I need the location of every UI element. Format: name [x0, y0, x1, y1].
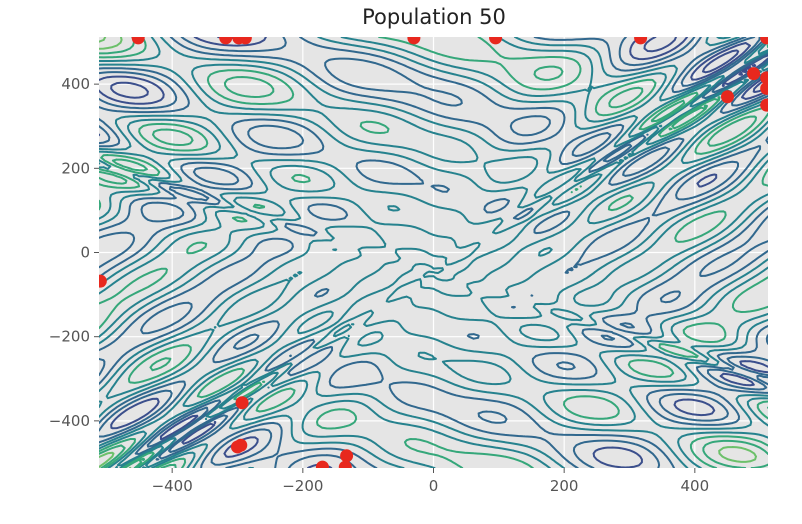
chart-title: Population 50: [362, 5, 506, 29]
contour-lines: [99, 37, 768, 468]
population-point: [315, 460, 329, 468]
y-tick-label: −200: [49, 328, 90, 346]
contour-level: [99, 37, 768, 468]
population-point: [338, 460, 352, 468]
y-tick-label: 0: [80, 244, 90, 262]
x-tick-label: −400: [152, 477, 193, 495]
population-point: [231, 440, 245, 454]
x-tick-label: 200: [550, 477, 579, 495]
contour-level: [99, 37, 768, 468]
population-point: [407, 37, 421, 45]
x-tick-label: 400: [681, 477, 710, 495]
population-point: [99, 274, 107, 288]
contour-level: [99, 37, 768, 468]
contour-level: [99, 37, 768, 468]
contour-level: [99, 37, 757, 468]
population-point: [340, 449, 354, 463]
x-axis-ticks: −400 −200 0 200 400: [152, 468, 710, 495]
population-point: [760, 81, 768, 95]
y-axis-ticks: −400 −200 0 200 400: [49, 75, 99, 430]
population-point: [760, 37, 768, 45]
population-point: [634, 37, 648, 45]
population-point: [760, 71, 768, 85]
y-tick-label: 200: [61, 159, 90, 177]
population-point: [760, 98, 768, 112]
x-tick-label: −200: [282, 477, 323, 495]
population-point: [131, 37, 145, 45]
population-point: [238, 37, 252, 45]
population-point: [235, 396, 249, 410]
population-point: [489, 37, 503, 45]
population-point: [720, 90, 734, 104]
contour-level: [99, 37, 107, 43]
y-tick-label: −400: [49, 412, 90, 430]
y-tick-label: 400: [61, 75, 90, 93]
population-points: [99, 37, 768, 468]
population-point: [219, 37, 233, 45]
population-point: [747, 67, 761, 81]
x-tick-label: 0: [429, 477, 439, 495]
